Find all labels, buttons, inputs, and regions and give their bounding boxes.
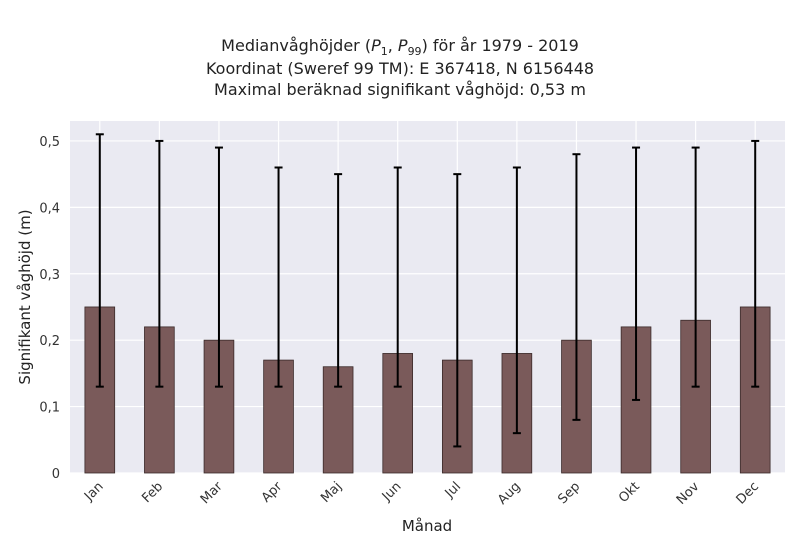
x-tick-label: Feb — [139, 479, 166, 506]
x-tick-label: Okt — [616, 479, 643, 506]
y-axis-label: Signifikant våghöjd (m) — [16, 209, 34, 384]
y-tick-label: 0 — [52, 467, 60, 482]
error-bars-group — [95, 133, 760, 448]
y-tick-label: 0,1 — [39, 401, 60, 416]
x-tick-label: Sep — [555, 479, 583, 507]
chart-subtitle-max-wave: Maximal beräknad signifikant våghöjd: 0,… — [214, 80, 586, 99]
x-tick-labels: Jan Feb Mar Apr Maj Jun Jul Aug Sep Okt Nov Dec — [81, 479, 762, 508]
y-tick-label: 0,4 — [39, 201, 60, 216]
x-tick-label: Apr — [259, 479, 286, 506]
x-tick-label: Jun — [379, 479, 405, 505]
x-tick-label: Mar — [198, 479, 226, 507]
x-tick-label: Jul — [442, 479, 464, 501]
y-tick-label: 0,5 — [39, 135, 60, 150]
chart-subtitle-coordinates: Koordinat (Sweref 99 TM): E 367418, N 61… — [205, 59, 595, 78]
plot-area — [70, 121, 785, 473]
y-tick-label: 0,3 — [39, 268, 60, 283]
y-tick-labels: 0 0,1 0,2 0,3 0,4 0,5 — [39, 135, 60, 482]
x-tick-label: Nov — [674, 479, 703, 508]
y-tick-label: 0,2 — [39, 334, 60, 349]
x-tick-label: Maj — [318, 479, 345, 506]
x-axis-label: Månad — [402, 517, 452, 535]
x-tick-label: Jan — [81, 479, 106, 504]
title-line-1: Medianvåghöjder (P1, P99) för år 1979 - … — [221, 36, 579, 59]
chart-title: Medianvåghöjder (P1, P99) för år 1979 - … — [0, 35, 800, 62]
x-tick-label: Dec — [734, 479, 762, 507]
x-tick-label: Aug — [495, 479, 524, 508]
